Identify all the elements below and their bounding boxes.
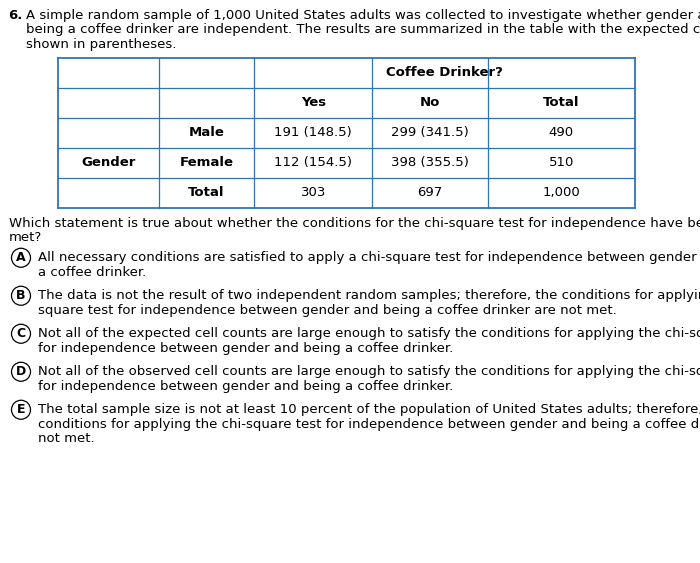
Text: Male: Male [188, 126, 225, 139]
Text: A simple random sample of 1,000 United States adults was collected to investigat: A simple random sample of 1,000 United S… [26, 9, 700, 22]
Text: 510: 510 [549, 156, 574, 169]
Text: 697: 697 [417, 186, 443, 199]
Text: The data is not the result of two independent random samples; therefore, the con: The data is not the result of two indepe… [38, 289, 700, 302]
Text: D: D [16, 365, 26, 378]
Text: conditions for applying the chi-square test for independence between gender and : conditions for applying the chi-square t… [38, 418, 700, 431]
Text: Yes: Yes [301, 96, 326, 109]
Text: 112 (154.5): 112 (154.5) [274, 156, 352, 169]
Text: No: No [420, 96, 440, 109]
Circle shape [11, 248, 31, 267]
Text: a coffee drinker.: a coffee drinker. [38, 266, 146, 279]
Text: 6.: 6. [8, 9, 22, 22]
Text: C: C [16, 327, 26, 340]
Text: 303: 303 [300, 186, 326, 199]
Text: The total sample size is not at least 10 percent of the population of United Sta: The total sample size is not at least 10… [38, 404, 700, 417]
Text: A: A [16, 251, 26, 264]
Text: Total: Total [188, 186, 225, 199]
Text: E: E [17, 403, 25, 416]
Text: B: B [16, 289, 26, 302]
Text: Not all of the expected cell counts are large enough to satisfy the conditions f: Not all of the expected cell counts are … [38, 328, 700, 341]
Text: square test for independence between gender and being a coffee drinker are not m: square test for independence between gen… [38, 304, 617, 317]
Text: 490: 490 [549, 126, 574, 139]
Text: All necessary conditions are satisfied to apply a chi-square test for independen: All necessary conditions are satisfied t… [38, 252, 700, 265]
Text: Total: Total [543, 96, 580, 109]
Text: Gender: Gender [81, 156, 136, 169]
Text: met?: met? [9, 231, 42, 244]
Text: Not all of the observed cell counts are large enough to satisfy the conditions f: Not all of the observed cell counts are … [38, 365, 700, 378]
Text: being a coffee drinker are independent. The results are summarized in the table : being a coffee drinker are independent. … [26, 24, 700, 37]
Text: 398 (355.5): 398 (355.5) [391, 156, 469, 169]
Text: shown in parentheses.: shown in parentheses. [26, 38, 176, 51]
Text: Female: Female [180, 156, 234, 169]
Text: 299 (341.5): 299 (341.5) [391, 126, 469, 139]
Text: Which statement is true about whether the conditions for the chi-square test for: Which statement is true about whether th… [9, 217, 700, 230]
Text: not met.: not met. [38, 432, 94, 445]
Circle shape [11, 400, 31, 419]
Text: Coffee Drinker?: Coffee Drinker? [386, 66, 503, 79]
Text: for independence between gender and being a coffee drinker.: for independence between gender and bein… [38, 342, 454, 355]
Text: 191 (148.5): 191 (148.5) [274, 126, 352, 139]
Circle shape [11, 362, 31, 381]
Text: 1,000: 1,000 [542, 186, 580, 199]
Circle shape [11, 286, 31, 305]
Text: for independence between gender and being a coffee drinker.: for independence between gender and bein… [38, 380, 454, 393]
Circle shape [11, 324, 31, 343]
